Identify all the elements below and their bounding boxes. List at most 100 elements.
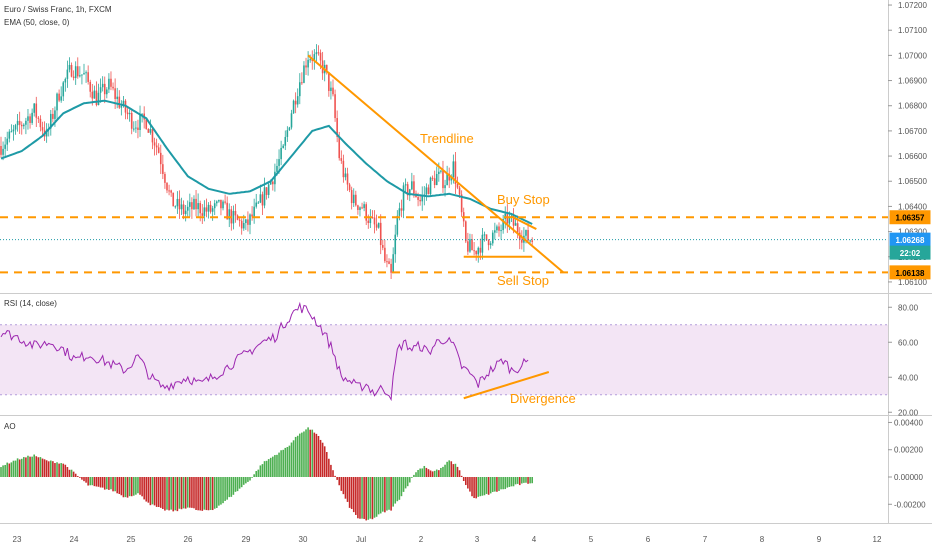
- ao-bar: [491, 477, 494, 492]
- ao-bar: [143, 477, 145, 500]
- candle-body: [126, 112, 129, 115]
- ao-bar: [299, 433, 301, 477]
- ao-bar: [267, 459, 270, 477]
- sell-stop-badge-bg: [889, 265, 931, 280]
- price-tick-label: 1.06100: [898, 278, 927, 287]
- ao-bar: [76, 476, 79, 477]
- divergence-label: Divergence: [510, 391, 576, 406]
- candle-body: [429, 177, 432, 195]
- ao-bar: [4, 464, 6, 477]
- candle-body: [433, 178, 436, 186]
- ao-bar: [232, 477, 235, 495]
- candle-body: [23, 124, 25, 127]
- candle-body: [76, 66, 79, 77]
- ao-bar: [174, 477, 177, 511]
- ao-bar: [450, 461, 453, 477]
- ao-bar: [118, 477, 121, 494]
- candle-body: [450, 177, 453, 181]
- candle-body: [103, 83, 106, 95]
- candle-body: [340, 158, 343, 161]
- ao-bar: [203, 477, 206, 510]
- divergence-line: [463, 371, 550, 400]
- ao-bar: [377, 477, 380, 515]
- ao-bar: [406, 477, 409, 487]
- ao-bar: [257, 469, 260, 477]
- ao-bar: [47, 461, 50, 477]
- ao-bar: [64, 464, 67, 477]
- candle-body: [413, 181, 415, 194]
- candle-body: [189, 202, 191, 207]
- ao-bar: [97, 477, 100, 487]
- ao-bar: [166, 477, 168, 510]
- ao-bar: [130, 477, 133, 497]
- ao-bar: [363, 477, 365, 519]
- candle-body: [31, 112, 33, 123]
- rsi-tick-label: 80.00: [898, 303, 919, 312]
- candle-body: [481, 234, 484, 253]
- time-tick-label: 6: [646, 535, 651, 544]
- candle-body: [186, 206, 189, 211]
- ao-bar: [249, 477, 251, 481]
- ao-bar: [342, 477, 345, 495]
- ao-bar: [346, 477, 349, 502]
- candle-body: [191, 202, 193, 210]
- ao-bar: [172, 477, 175, 512]
- candle-body: [498, 226, 500, 231]
- price-tick-label: 1.06400: [898, 202, 927, 211]
- ao-bar: [375, 477, 378, 517]
- candle-body: [166, 182, 168, 191]
- ao-bar: [39, 457, 42, 477]
- candle-body: [25, 120, 27, 125]
- candle-body: [342, 160, 345, 178]
- ao-bar: [255, 471, 258, 477]
- ao-bar: [357, 477, 359, 519]
- candle-body: [97, 92, 100, 106]
- ao-bar: [112, 477, 114, 492]
- candle-body: [41, 127, 44, 131]
- candle-body: [151, 129, 154, 143]
- candle-body: [446, 173, 448, 186]
- ao-bar: [371, 477, 374, 520]
- ao-bar: [479, 477, 482, 497]
- ao-bar: [99, 477, 102, 488]
- ao-bar: [446, 461, 448, 477]
- ao-bar: [122, 477, 125, 498]
- price-tick-label: 1.06700: [898, 127, 927, 136]
- ao-bar: [81, 477, 83, 480]
- ao-bar: [74, 473, 77, 477]
- candle-body: [452, 161, 455, 178]
- candle-body: [37, 117, 40, 119]
- ao-bar: [521, 477, 523, 484]
- candle-body: [485, 234, 488, 240]
- candle-body: [10, 131, 13, 133]
- price-tick-label: 1.06800: [898, 102, 927, 111]
- ao-bar: [0, 467, 2, 477]
- ao-bar: [178, 477, 181, 509]
- ao-bar: [408, 477, 411, 483]
- candle-body: [178, 198, 181, 210]
- ao-bar: [197, 477, 199, 511]
- candle-body: [122, 100, 125, 106]
- candle-body: [228, 209, 231, 220]
- ao-tick-label: 0.00400: [894, 418, 923, 427]
- time-tick-label: 12: [873, 535, 882, 544]
- ao-bar: [390, 477, 392, 511]
- ao-bar: [27, 455, 29, 477]
- ao-bar: [305, 429, 307, 477]
- candle-body: [45, 129, 48, 137]
- candle-body: [236, 215, 239, 220]
- ao-bar: [344, 477, 347, 499]
- ao-bar: [218, 477, 220, 506]
- candle-body: [172, 192, 175, 207]
- ao-bar: [419, 468, 421, 477]
- candle-body: [27, 116, 29, 121]
- price-tick-label: 1.06600: [898, 152, 927, 161]
- candle-body: [93, 90, 96, 99]
- candle-body: [514, 223, 517, 226]
- candle-body: [201, 213, 204, 216]
- ao-bar: [45, 460, 48, 477]
- candle-body: [145, 119, 148, 129]
- ao-bar: [477, 477, 480, 497]
- ao-bar: [456, 466, 459, 477]
